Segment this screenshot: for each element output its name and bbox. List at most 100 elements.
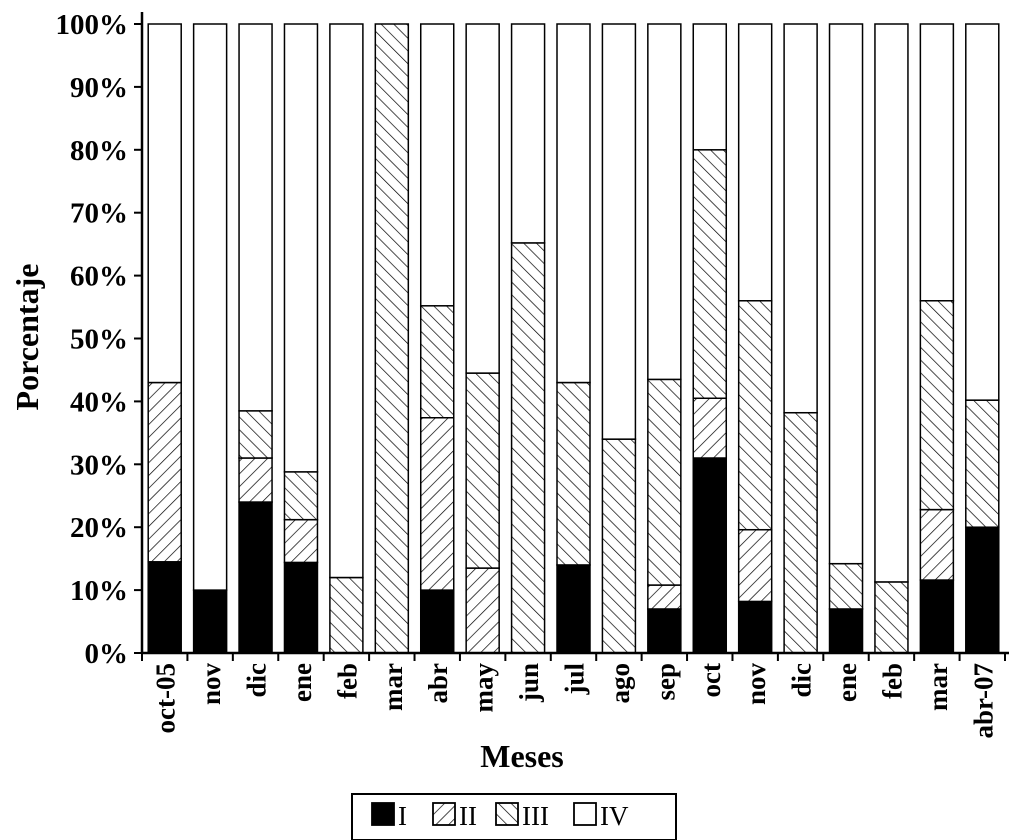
x-tick-label: dic xyxy=(787,663,817,698)
x-tick-label: mar xyxy=(378,663,408,711)
y-tick-label: 10% xyxy=(70,575,128,607)
x-tick-label: sep xyxy=(650,663,680,701)
bar-iii-18 xyxy=(965,399,1000,528)
bar-iii-16 xyxy=(874,581,909,654)
y-tick-label: 80% xyxy=(70,135,128,167)
x-tick-label: feb xyxy=(332,663,362,699)
legend-swatch-ii xyxy=(432,802,456,826)
bar-iii-11 xyxy=(647,378,682,586)
x-tick-label: oct-05 xyxy=(151,663,181,733)
bar-i-11 xyxy=(647,608,682,654)
bar-iv-18 xyxy=(965,23,1000,401)
legend-label-iv: IV xyxy=(600,801,629,831)
bar-ii-7 xyxy=(465,567,500,654)
y-tick-label: 0% xyxy=(85,638,129,670)
y-tick-label: 60% xyxy=(70,261,128,293)
bar-iv-0 xyxy=(147,23,182,384)
bar-ii-6 xyxy=(419,417,455,591)
x-tick-label: feb xyxy=(877,663,907,699)
bar-iii-17 xyxy=(919,300,955,511)
legend: I II III IV xyxy=(351,793,677,840)
bar-iii-15 xyxy=(828,562,864,610)
bar-ii-2 xyxy=(238,457,273,503)
bar-iv-11 xyxy=(647,23,682,381)
bar-iv-14 xyxy=(783,23,818,414)
bar-ii-13 xyxy=(737,528,773,603)
bar-iii-2 xyxy=(238,410,273,459)
bar-iv-12 xyxy=(692,23,728,151)
legend-label-iii: III xyxy=(522,801,549,831)
x-tick-labels: oct-05 nov dic ene feb mar abr may jun jul ago sep o… xyxy=(151,663,999,739)
bar-i-0 xyxy=(147,561,182,654)
x-tick-label: may xyxy=(469,663,499,713)
bar-iii-14 xyxy=(783,411,818,654)
legend-swatch-i xyxy=(371,802,395,826)
x-tick-label: oct xyxy=(696,663,726,697)
bar-iv-10 xyxy=(601,23,637,440)
y-tick-label: 90% xyxy=(70,72,128,104)
bar-iv-3 xyxy=(283,23,319,473)
bar-iii-12 xyxy=(692,149,728,400)
bar-i-18 xyxy=(965,526,1000,654)
x-tick-label: nov xyxy=(741,663,771,706)
bar-ii-17 xyxy=(919,508,955,581)
x-tick-label: dic xyxy=(242,663,272,698)
y-tick-label: 20% xyxy=(70,512,128,544)
legend-swatch-iii xyxy=(495,802,519,826)
y-tick-label: 100% xyxy=(56,9,129,41)
legend-label-ii: II xyxy=(459,801,477,831)
x-tick-label: nov xyxy=(196,663,226,706)
bar-iii-3 xyxy=(283,471,319,521)
bar-ii-3 xyxy=(283,518,319,564)
x-axis-title: Meses xyxy=(480,738,564,774)
bar-iv-2 xyxy=(238,23,273,412)
axes-group xyxy=(134,12,1009,661)
bar-i-9 xyxy=(556,564,591,654)
x-tick-label: abr xyxy=(423,663,453,704)
bars-group xyxy=(147,23,1000,654)
bar-ii-12 xyxy=(692,397,728,459)
bar-iii-8 xyxy=(510,242,546,654)
bar-iv-4 xyxy=(329,23,364,579)
bar-i-1 xyxy=(192,589,228,654)
y-tick-label: 40% xyxy=(70,386,128,418)
bar-i-6 xyxy=(419,589,455,654)
bar-iv-1 xyxy=(192,23,228,591)
x-tick-label: abr-07 xyxy=(968,663,998,739)
x-tick-label: jul xyxy=(560,663,590,696)
x-tick-label: jun xyxy=(514,663,544,703)
bar-iv-15 xyxy=(828,23,864,565)
bar-iv-7 xyxy=(465,23,500,374)
bar-iii-4 xyxy=(329,576,364,654)
y-tick-labels: 0% 10% 20% 30% 40% 50% 60% 70% 80% 90% 100% xyxy=(56,9,129,670)
legend-swatch-iv xyxy=(573,802,597,826)
bar-iv-6 xyxy=(419,23,455,307)
bar-i-13 xyxy=(737,600,773,654)
x-tick-label: ene xyxy=(832,663,862,702)
bar-ii-11 xyxy=(647,584,682,610)
bar-iv-13 xyxy=(737,23,773,302)
bar-iii-10 xyxy=(601,438,637,654)
y-tick-label: 50% xyxy=(70,324,128,356)
bar-iv-17 xyxy=(919,23,955,302)
x-tick-label: ago xyxy=(605,663,635,704)
bar-iii-7 xyxy=(465,372,500,569)
bar-ii-0 xyxy=(147,381,182,563)
bar-i-12 xyxy=(692,457,728,654)
x-tick-label: mar xyxy=(923,663,953,711)
bar-iii-5 xyxy=(374,23,410,654)
bar-iii-9 xyxy=(556,381,591,566)
bar-iv-16 xyxy=(874,23,909,583)
bar-iv-9 xyxy=(556,23,591,384)
bar-iv-8 xyxy=(510,23,546,244)
bar-i-3 xyxy=(283,561,319,654)
legend-label-i: I xyxy=(398,801,407,831)
x-tick-label: ene xyxy=(287,663,317,702)
bar-i-2 xyxy=(238,501,273,654)
bar-i-17 xyxy=(919,579,955,654)
y-tick-label: 70% xyxy=(70,198,128,230)
bar-iii-13 xyxy=(737,300,773,531)
bar-i-15 xyxy=(828,608,864,654)
y-tick-label: 30% xyxy=(70,449,128,481)
